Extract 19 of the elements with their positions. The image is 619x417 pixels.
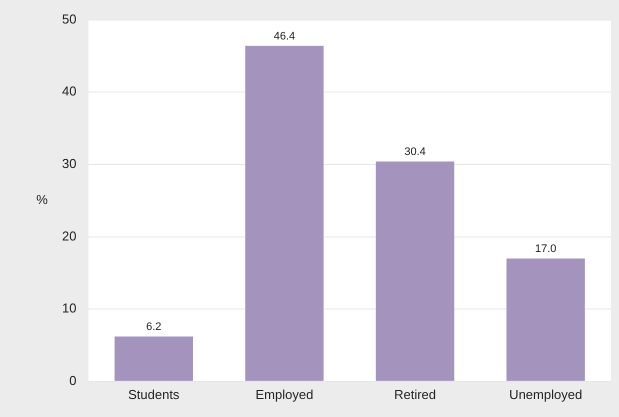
y-axis-title: % xyxy=(36,192,48,208)
y-tick-label: 0 xyxy=(69,372,76,388)
bar xyxy=(114,336,193,381)
text: 6.2 xyxy=(146,321,162,334)
y-tick-label: 50 xyxy=(62,11,76,26)
bar xyxy=(506,258,585,381)
y-tick-label: 20 xyxy=(62,228,76,244)
y-tick-label: 10 xyxy=(62,300,76,316)
text: 46.4 xyxy=(274,30,296,42)
text: 17.0 xyxy=(534,242,556,255)
x-tick-label: Retired xyxy=(394,386,436,402)
bar xyxy=(245,46,324,381)
x-tick-label: Employed xyxy=(256,386,314,402)
bar xyxy=(376,162,454,381)
x-tick-label: Students xyxy=(128,386,180,402)
x-tick-label: Unemployed xyxy=(509,386,582,402)
text: 30.4 xyxy=(404,146,426,158)
y-tick-label: 40 xyxy=(62,84,76,99)
y-tick-label: 30 xyxy=(62,156,76,172)
